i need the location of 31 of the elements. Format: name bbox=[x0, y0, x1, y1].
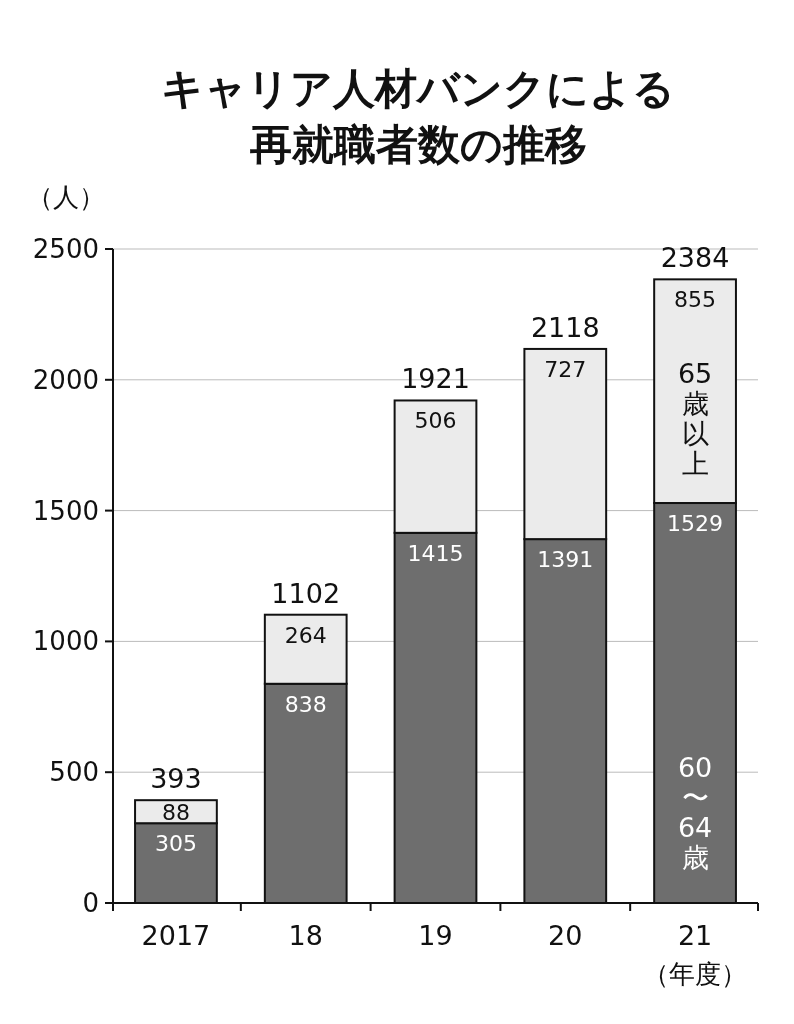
data-label: 506 bbox=[414, 408, 457, 434]
series-label: 60〜64歳 bbox=[677, 752, 713, 873]
x-tick-label: 2017 bbox=[141, 920, 211, 951]
data-label: 1529 bbox=[667, 511, 724, 537]
total-label: 1102 bbox=[271, 577, 341, 609]
x-tick-label: 20 bbox=[548, 920, 583, 951]
chart-title: キャリア人材バンクによる再就職者数の推移 bbox=[161, 64, 675, 169]
y-tick-label: 0 bbox=[82, 888, 99, 918]
total-label: 2118 bbox=[530, 311, 600, 343]
y-tick-label: 2500 bbox=[32, 234, 99, 264]
series-label: 65歳以上 bbox=[677, 358, 713, 480]
data-label: 855 bbox=[674, 287, 717, 313]
data-label: 264 bbox=[284, 622, 327, 648]
y-tick-label: 1500 bbox=[32, 495, 99, 526]
data-label: 1391 bbox=[537, 547, 594, 573]
data-label: 727 bbox=[544, 356, 587, 382]
x-tick-label: 18 bbox=[288, 920, 323, 951]
x-tick-label: 19 bbox=[418, 920, 453, 951]
x-axis-title: （年度） bbox=[643, 959, 748, 989]
data-label: 305 bbox=[154, 831, 197, 857]
data-label: 838 bbox=[284, 691, 327, 717]
x-tick-label: 21 bbox=[677, 920, 713, 951]
data-label: 88 bbox=[161, 799, 190, 825]
total-label: 393 bbox=[150, 763, 202, 795]
total-label: 1921 bbox=[401, 363, 470, 395]
data-label: 1415 bbox=[407, 540, 464, 566]
total-label: 2384 bbox=[660, 242, 730, 274]
y-tick-label: 500 bbox=[49, 757, 99, 788]
y-tick-label: 1000 bbox=[32, 626, 99, 657]
y-axis-title: （人） bbox=[27, 182, 105, 212]
y-tick-label: 2000 bbox=[32, 364, 99, 395]
